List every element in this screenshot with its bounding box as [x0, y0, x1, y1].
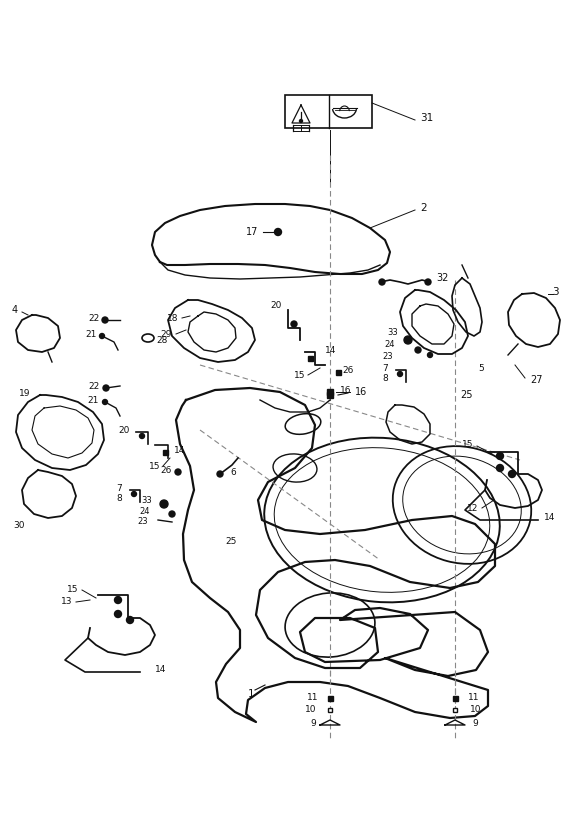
- Text: 9: 9: [472, 719, 477, 728]
- Text: 7: 7: [116, 484, 122, 493]
- Text: 29: 29: [161, 330, 172, 339]
- Bar: [285, 95, 372, 128]
- Text: 9: 9: [310, 719, 316, 728]
- Text: 20: 20: [271, 302, 282, 311]
- Circle shape: [415, 347, 421, 353]
- Text: 23: 23: [138, 517, 148, 527]
- Text: 11: 11: [307, 694, 318, 703]
- Bar: [453, 708, 457, 712]
- Circle shape: [398, 372, 402, 377]
- Circle shape: [497, 465, 504, 471]
- Text: 22: 22: [89, 313, 100, 322]
- Circle shape: [127, 616, 134, 624]
- Circle shape: [300, 119, 303, 123]
- Bar: [327, 392, 333, 398]
- Bar: [327, 389, 333, 395]
- Circle shape: [169, 511, 175, 517]
- Bar: [452, 695, 458, 700]
- Text: 4: 4: [12, 305, 18, 315]
- Text: 10: 10: [470, 705, 482, 714]
- Text: 30: 30: [13, 521, 25, 530]
- Bar: [328, 708, 332, 712]
- Text: 20: 20: [118, 425, 130, 434]
- Circle shape: [427, 353, 433, 358]
- Text: 25: 25: [460, 390, 472, 400]
- Bar: [328, 695, 332, 700]
- Text: 3: 3: [552, 287, 559, 297]
- Text: 7: 7: [382, 363, 388, 372]
- Circle shape: [379, 279, 385, 285]
- Text: 15: 15: [293, 371, 305, 380]
- Text: 32: 32: [436, 273, 448, 283]
- Text: 23: 23: [382, 352, 393, 361]
- Text: 16: 16: [340, 386, 352, 395]
- Circle shape: [217, 471, 223, 477]
- Text: 24: 24: [139, 508, 150, 517]
- Text: 13: 13: [61, 597, 72, 606]
- Text: 14: 14: [544, 513, 556, 522]
- Bar: [335, 369, 340, 374]
- Text: 15: 15: [462, 439, 473, 448]
- Circle shape: [132, 491, 136, 497]
- Text: 14: 14: [174, 446, 185, 455]
- Text: 2: 2: [420, 203, 427, 213]
- Text: 26: 26: [161, 466, 172, 475]
- Text: 11: 11: [468, 694, 479, 703]
- Text: 21: 21: [87, 396, 99, 405]
- Text: 15: 15: [149, 461, 160, 471]
- Text: 16: 16: [355, 387, 367, 397]
- Text: 26: 26: [342, 366, 353, 374]
- Text: 22: 22: [89, 382, 100, 391]
- Text: 1: 1: [248, 689, 255, 699]
- Text: 25: 25: [225, 537, 236, 546]
- Circle shape: [291, 321, 297, 327]
- Text: 14: 14: [325, 345, 336, 354]
- Circle shape: [100, 334, 104, 339]
- Circle shape: [404, 336, 412, 344]
- Bar: [307, 355, 312, 361]
- Text: 21: 21: [86, 330, 97, 339]
- Text: 6: 6: [230, 467, 236, 476]
- Circle shape: [508, 471, 515, 477]
- Text: 19: 19: [19, 388, 30, 397]
- Text: 18: 18: [167, 313, 178, 322]
- Circle shape: [175, 469, 181, 475]
- Circle shape: [425, 279, 431, 285]
- Circle shape: [114, 611, 121, 617]
- Circle shape: [103, 385, 109, 391]
- Text: 10: 10: [304, 705, 316, 714]
- Circle shape: [275, 228, 282, 236]
- Circle shape: [114, 597, 121, 603]
- Text: 12: 12: [466, 503, 478, 513]
- Circle shape: [160, 500, 168, 508]
- Text: 14: 14: [155, 666, 166, 675]
- Text: 27: 27: [530, 375, 543, 385]
- Text: 24: 24: [385, 339, 395, 349]
- Circle shape: [103, 400, 107, 405]
- Circle shape: [102, 317, 108, 323]
- Bar: [163, 450, 167, 455]
- Text: 8: 8: [382, 373, 388, 382]
- Text: 8: 8: [116, 494, 122, 503]
- Text: 15: 15: [66, 586, 78, 594]
- Text: 33: 33: [387, 327, 398, 336]
- Text: 28: 28: [156, 335, 167, 344]
- Text: 33: 33: [141, 495, 152, 504]
- Text: 31: 31: [420, 113, 433, 123]
- Text: 17: 17: [245, 227, 258, 237]
- Circle shape: [139, 433, 145, 438]
- Circle shape: [497, 452, 504, 460]
- Text: 5: 5: [478, 363, 484, 372]
